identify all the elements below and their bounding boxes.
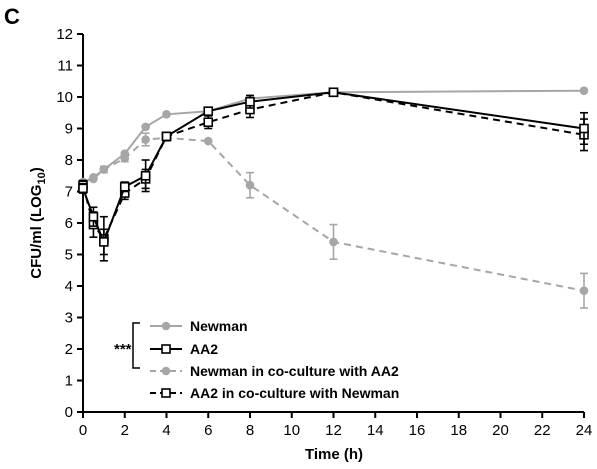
- y-axis-title-sub: 10: [36, 172, 48, 184]
- x-ticks: 0 2 4 6 8 10 12 14 16 18 20 22 24: [79, 412, 593, 439]
- y-tick-label: 7: [65, 184, 73, 201]
- x-tick-label: 4: [162, 422, 170, 439]
- panel-label: C: [4, 4, 20, 29]
- y-tick-label: 1: [65, 373, 73, 390]
- x-tick-label: 2: [121, 422, 129, 439]
- legend-marker: [161, 388, 171, 398]
- y-tick-label: 3: [65, 310, 73, 327]
- data-point: [88, 211, 99, 222]
- x-tick-label: 20: [492, 422, 509, 439]
- y-tick-label: 5: [65, 247, 73, 264]
- legend-label: AA2: [190, 341, 218, 357]
- y-tick-label: 11: [57, 58, 73, 75]
- data-point: [99, 237, 109, 247]
- data-point: [141, 135, 150, 144]
- data-point: [161, 131, 172, 142]
- series-line: [82, 89, 585, 184]
- data-point: [99, 165, 109, 174]
- legend-items: Newman AA2 Newman in co-culture with AA2 AA…: [150, 318, 399, 401]
- data-point: [203, 117, 214, 127]
- legend-marker: [161, 366, 171, 376]
- data-point: [579, 123, 589, 134]
- data-point: [78, 183, 88, 194]
- data-point: [203, 136, 213, 146]
- data-point: [245, 96, 255, 107]
- y-tick-label: 6: [65, 215, 73, 232]
- data-point: [162, 110, 171, 119]
- series-layer: [78, 86, 589, 309]
- y-tick-label: 0: [65, 404, 73, 421]
- x-tick-label: 14: [367, 422, 384, 439]
- data-point: [140, 170, 151, 181]
- legend-marker: [161, 344, 171, 354]
- x-tick-label: 0: [79, 422, 87, 439]
- y-tick-label: 8: [65, 152, 73, 169]
- significance-label: ***: [114, 341, 132, 358]
- legend-label: Newman in co-culture with AA2: [190, 363, 399, 379]
- y-axis-title: CFU/ml (LOG10): [28, 167, 48, 278]
- y-tick-label: 12: [56, 26, 73, 43]
- data-point: [579, 286, 589, 296]
- series-1: [78, 86, 589, 187]
- series-line: [82, 91, 585, 245]
- data-point: [141, 122, 150, 132]
- x-tick-label: 12: [325, 422, 342, 439]
- series-2: [78, 87, 589, 256]
- data-point: [579, 86, 589, 95]
- x-tick-label: 16: [409, 422, 426, 439]
- y-axis-title-main: CFU/ml (LOG: [28, 185, 45, 279]
- series-line: [82, 136, 585, 292]
- x-tick-label: 22: [534, 422, 551, 439]
- y-tick-label: 4: [65, 278, 73, 295]
- legend-marker: [161, 321, 171, 331]
- x-axis-title: Time (h): [305, 446, 363, 463]
- legend-label: Newman: [190, 318, 248, 334]
- x-tick-label: 6: [204, 422, 212, 439]
- x-tick-label: 24: [576, 422, 593, 439]
- data-point: [329, 237, 338, 247]
- y-tick-label: 2: [65, 341, 73, 358]
- data-point: [89, 174, 98, 184]
- series-line: [82, 91, 585, 241]
- x-tick-label: 8: [246, 422, 254, 439]
- data-point: [328, 87, 339, 98]
- legend-label: AA2 in co-culture with Newman: [190, 385, 399, 401]
- x-tick-label: 10: [283, 422, 300, 439]
- data-point: [245, 180, 255, 190]
- x-tick-label: 18: [450, 422, 467, 439]
- y-axis-title-close: ): [28, 167, 45, 172]
- data-point: [203, 106, 214, 116]
- significance-bracket: [132, 322, 140, 369]
- series-3: [78, 132, 589, 309]
- legend: *** Newman AA2 Newman in co-culture with A…: [114, 318, 399, 401]
- y-tick-label: 9: [65, 121, 73, 138]
- data-point: [119, 181, 130, 192]
- data-point: [120, 154, 130, 163]
- y-tick-label: 10: [56, 89, 73, 106]
